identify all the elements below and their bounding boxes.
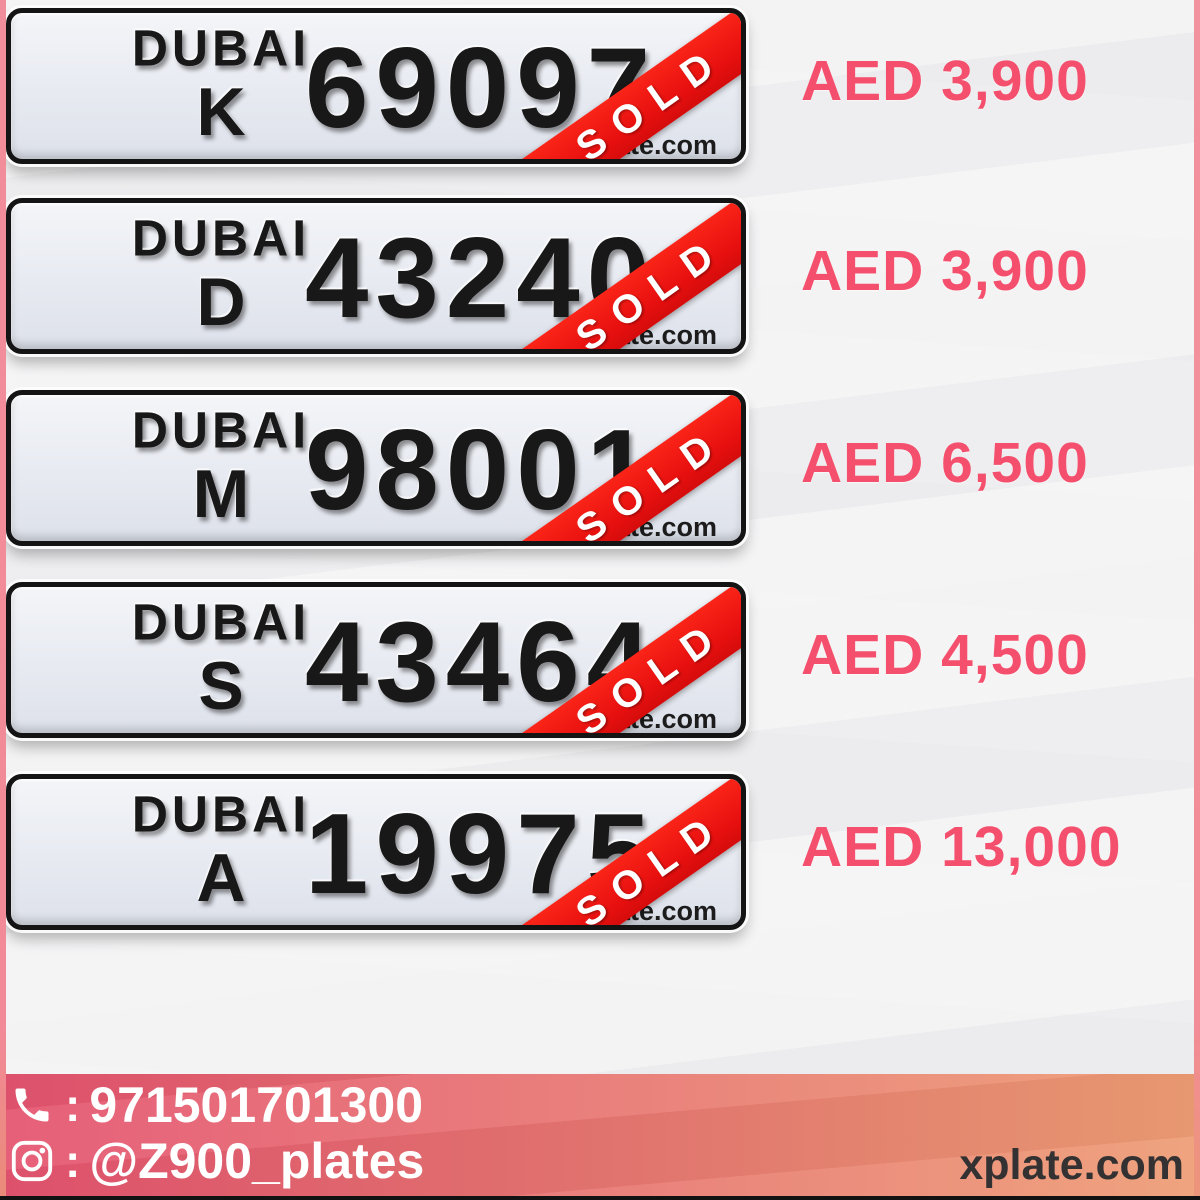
plate-code-letter: A [196,840,246,916]
plate-code-letter: K [196,74,246,150]
price-label: AED 13,000 [801,815,1122,879]
license-plate: DUBAI K 69097 ate.com SOLD [6,8,746,164]
website-link[interactable]: xplate.com [959,1141,1184,1189]
license-plate: DUBAI D 43240 ate.com SOLD [6,198,746,354]
price-label: AED 4,500 [801,623,1089,687]
plate-code-letter: D [196,264,246,340]
instagram-handle: @Z900_plates [89,1133,425,1189]
phone-icon [8,1081,56,1129]
listing-row: DUBAI K 69097 ate.com SOLD AED 3,900 [6,8,1194,164]
plate-emirate-label: DUBAI [131,401,311,459]
price-label: AED 3,900 [801,239,1089,303]
right-edge-stripe [1194,0,1200,1200]
license-plate: DUBAI S 43464 ate.com SOLD [6,582,746,738]
phone-contact[interactable]: : 971501701300 [8,1080,423,1130]
instagram-contact[interactable]: : @Z900_plates [8,1136,424,1186]
listing-row: DUBAI A 19975 ate.com SOLD AED 13,000 [6,774,1194,930]
left-edge-stripe [0,0,6,1200]
plate-code-letter: M [192,456,250,532]
listing-row: DUBAI M 98001 ate.com SOLD AED 6,500 [6,390,1194,546]
listing-row: DUBAI S 43464 ate.com SOLD AED 4,500 [6,582,1194,738]
plate-code-letter: S [198,648,244,724]
instagram-separator: : [65,1135,81,1187]
contact-footer: : 971501701300 : @Z900_plates xplate.com [0,1074,1200,1196]
license-plate: DUBAI M 98001 ate.com SOLD [6,390,746,546]
phone-number: 971501701300 [89,1077,424,1133]
phone-separator: : [65,1079,81,1131]
price-label: AED 6,500 [801,431,1089,495]
price-label: AED 3,900 [801,49,1089,113]
plate-emirate-label: DUBAI [131,593,311,651]
plate-emirate-label: DUBAI [131,785,311,843]
instagram-icon [8,1137,56,1185]
bottom-border [0,1196,1200,1200]
license-plate: DUBAI A 19975 ate.com SOLD [6,774,746,930]
plate-emirate-label: DUBAI [131,209,311,267]
plate-emirate-label: DUBAI [131,19,311,77]
listing-row: DUBAI D 43240 ate.com SOLD AED 3,900 [6,198,1194,354]
